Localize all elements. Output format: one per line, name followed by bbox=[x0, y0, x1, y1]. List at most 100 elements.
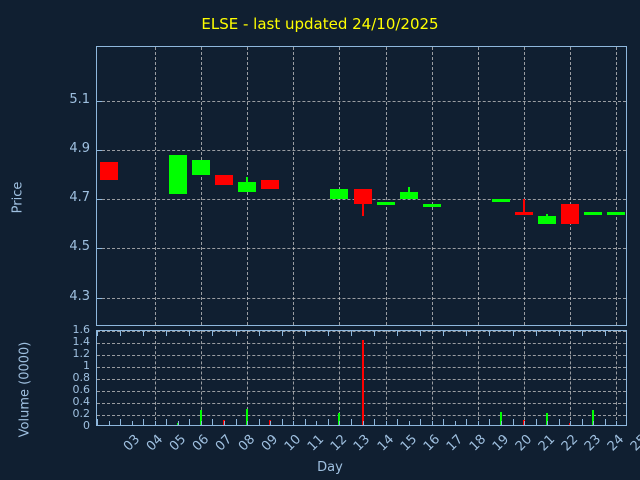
x-tick-label-16: 16 bbox=[420, 432, 443, 455]
x-tick-label-10: 10 bbox=[281, 432, 305, 455]
day-gridline bbox=[477, 47, 479, 325]
x-tick-mark-top bbox=[97, 331, 98, 336]
x-tick-mark bbox=[408, 421, 410, 425]
candlestick-13 bbox=[330, 189, 349, 200]
volume-gridline bbox=[97, 331, 626, 332]
candlestick-15 bbox=[376, 201, 395, 205]
price-tick-label: 4.7 bbox=[69, 190, 90, 206]
x-tick-mark bbox=[258, 419, 260, 425]
price-tick-label: 4.9 bbox=[69, 141, 90, 157]
candlestick-06 bbox=[168, 155, 187, 195]
x-tick-mark-top bbox=[189, 331, 191, 336]
day-gridline bbox=[247, 331, 249, 425]
price-y-tick-labels: 4.3 4.5 4.7 4.9 5.1 bbox=[28, 46, 90, 326]
volume-tick-label: 0.4 bbox=[72, 395, 91, 408]
x-tick-label-22: 22 bbox=[559, 432, 582, 455]
price-gridline bbox=[97, 248, 626, 250]
x-tick-label-05: 05 bbox=[166, 432, 189, 455]
x-tick-mark-top bbox=[281, 331, 283, 336]
candlestick-21 bbox=[515, 211, 534, 215]
x-tick-mark bbox=[524, 421, 526, 425]
x-tick-mark bbox=[339, 421, 341, 425]
volume-tick-label: 0 bbox=[83, 419, 90, 432]
day-gridline bbox=[431, 47, 433, 325]
x-tick-mark bbox=[131, 421, 133, 425]
x-tick-mark-top bbox=[120, 331, 122, 336]
price-gridline bbox=[97, 297, 626, 299]
x-tick-mark-top bbox=[143, 331, 145, 336]
x-tick-label-11: 11 bbox=[305, 432, 328, 455]
x-tick-mark-top bbox=[489, 331, 491, 336]
price-tick-mark bbox=[97, 150, 102, 152]
x-tick-mark bbox=[212, 419, 214, 425]
price-tick-mark bbox=[97, 199, 102, 201]
x-tick-mark bbox=[616, 421, 618, 425]
volume-plot-panel bbox=[96, 330, 627, 426]
candlestick-23 bbox=[561, 204, 580, 224]
x-tick-mark bbox=[316, 421, 318, 425]
price-gridline bbox=[97, 101, 626, 103]
day-gridline bbox=[339, 47, 341, 325]
candlestick-25 bbox=[607, 211, 626, 215]
x-tick-label-12: 12 bbox=[328, 432, 351, 455]
x-tick-mark-top bbox=[304, 331, 306, 336]
x-tick-mark bbox=[200, 421, 202, 425]
volume-bar-13 bbox=[338, 412, 341, 425]
x-tick-label-08: 08 bbox=[235, 432, 259, 455]
x-tick-mark bbox=[293, 421, 295, 425]
x-tick-label-18: 18 bbox=[466, 432, 489, 455]
x-tick-label-14: 14 bbox=[374, 432, 397, 455]
x-tick-mark bbox=[177, 421, 179, 425]
x-tick-mark bbox=[512, 419, 514, 425]
x-tick-label-25: 25 bbox=[628, 432, 640, 455]
x-tick-mark-top bbox=[212, 331, 214, 336]
day-gridline bbox=[524, 331, 526, 425]
x-tick-mark-top bbox=[258, 331, 260, 336]
x-tick-mark bbox=[304, 419, 306, 425]
x-tick-mark bbox=[535, 419, 537, 425]
x-tick-label-21: 21 bbox=[535, 432, 559, 455]
x-tick-mark bbox=[327, 419, 329, 425]
x-tick-mark bbox=[374, 419, 376, 425]
price-tick-mark bbox=[97, 248, 102, 250]
day-gridline bbox=[616, 331, 618, 425]
day-gridline bbox=[339, 331, 341, 425]
x-tick-mark bbox=[489, 419, 491, 425]
page-title: ELSE - last updated 24/10/2025 bbox=[201, 15, 439, 33]
x-tick-mark bbox=[604, 419, 606, 425]
volume-tick-label: 1.4 bbox=[72, 335, 91, 348]
candlestick-17 bbox=[422, 204, 441, 208]
day-gridline bbox=[293, 47, 295, 325]
x-tick-mark bbox=[143, 419, 145, 425]
x-tick-mark-top bbox=[535, 331, 537, 336]
x-tick-label-15: 15 bbox=[397, 432, 420, 455]
candlestick-22 bbox=[538, 216, 557, 224]
x-tick-mark bbox=[350, 419, 352, 425]
x-tick-mark-top bbox=[374, 331, 376, 336]
volume-axis-label: Volume (0000) bbox=[17, 341, 33, 438]
x-tick-mark-top bbox=[397, 331, 399, 336]
day-gridline bbox=[570, 331, 572, 425]
price-tick-label: 4.5 bbox=[69, 239, 90, 255]
x-axis-label: Day bbox=[317, 460, 343, 475]
x-tick-mark bbox=[581, 419, 583, 425]
x-tick-mark bbox=[570, 421, 572, 425]
x-tick-mark bbox=[270, 421, 272, 425]
x-tick-mark bbox=[477, 421, 479, 425]
volume-tick-label: 0.6 bbox=[72, 383, 91, 396]
x-tick-mark bbox=[247, 421, 249, 425]
volume-bar-07 bbox=[199, 410, 202, 425]
volume-tick-label: 1.2 bbox=[72, 347, 91, 360]
x-tick-label-03: 03 bbox=[120, 432, 143, 455]
price-tick-label: 4.3 bbox=[69, 288, 90, 304]
x-tick-mark bbox=[154, 421, 156, 425]
x-tick-mark-top bbox=[443, 331, 445, 336]
day-gridline bbox=[154, 47, 156, 325]
price-tick-mark bbox=[97, 101, 102, 103]
price-tick-mark bbox=[97, 297, 102, 299]
price-tick-label: 5.1 bbox=[69, 92, 90, 108]
candlestick-07 bbox=[191, 159, 210, 175]
day-gridline bbox=[293, 331, 295, 425]
x-tick-mark bbox=[443, 419, 445, 425]
x-tick-label-07: 07 bbox=[212, 432, 236, 455]
